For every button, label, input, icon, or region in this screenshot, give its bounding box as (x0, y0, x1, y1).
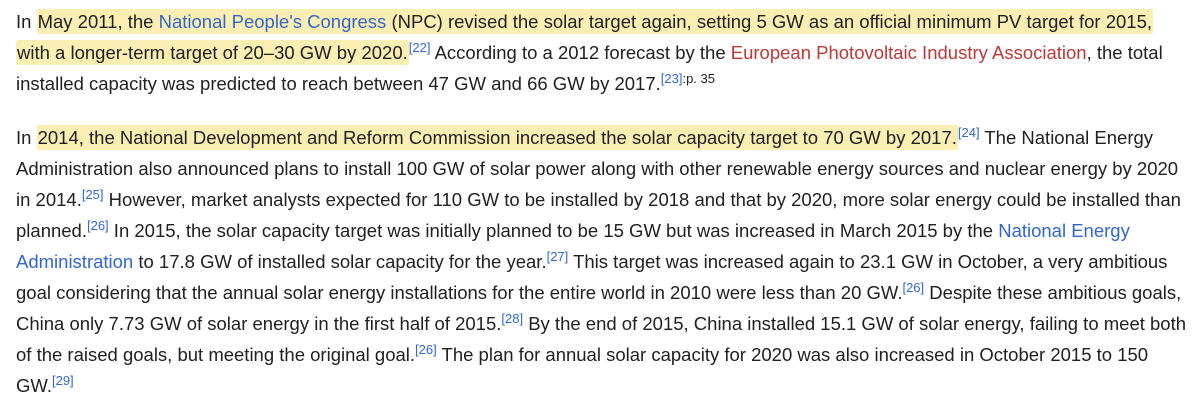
citation-22[interactable]: [22] (408, 39, 431, 55)
article-body: In May 2011, the National People's Congr… (16, 0, 1188, 401)
text: By the end of 2015, China installed 15.1… (16, 313, 1187, 365)
citation-26[interactable]: [26] (902, 279, 925, 295)
highlight: 2014, the National Development and Refor… (36, 125, 958, 150)
text: May 2011, the (37, 11, 159, 32)
link-european-photovoltaic-industry-association[interactable]: European Photovoltaic Industry Associati… (730, 42, 1087, 63)
text: However, market analysts expected for 11… (16, 189, 1181, 241)
text: (NPC) revised the solar target again, se… (17, 11, 1153, 63)
paragraph-solar-targets-2011: In May 2011, the National People's Congr… (16, 0, 1188, 99)
text: to 17.8 GW of installed solar capacity f… (133, 251, 547, 272)
citation-27[interactable]: [27] (546, 248, 569, 264)
text: In 2015, the solar capacity target was i… (108, 220, 999, 241)
citation-28[interactable]: [28] (501, 310, 524, 326)
text: According to a 2012 forecast by the (430, 42, 731, 63)
text: Despite these ambitious goals, China onl… (16, 282, 1182, 334)
citation-25[interactable]: [25] (81, 186, 104, 202)
text: In (16, 11, 37, 32)
citation-29[interactable]: [29] (51, 372, 74, 388)
link-national-peoples-congress[interactable]: National People's Congress (158, 11, 387, 32)
citation-24[interactable]: [24] (957, 124, 980, 140)
text: This target was increased again to 23.1 … (16, 251, 1168, 303)
paragraph-solar-targets-2014: In 2014, the National Development and Re… (16, 122, 1188, 401)
text: , the total installed capacity was predi… (16, 42, 1163, 94)
citation-26[interactable]: [26] (86, 217, 109, 233)
link-national-energy-administration[interactable]: National Energy Administration (16, 220, 1130, 272)
text: The National Energy Administration also … (16, 127, 1179, 210)
citation-23-page: :p. 35 (682, 70, 715, 86)
citation-23[interactable]: [23] (660, 70, 683, 86)
citation-26[interactable]: [26] (415, 341, 437, 357)
text: The plan for annual solar capacity for 2… (16, 344, 1149, 396)
text: In (16, 127, 37, 148)
